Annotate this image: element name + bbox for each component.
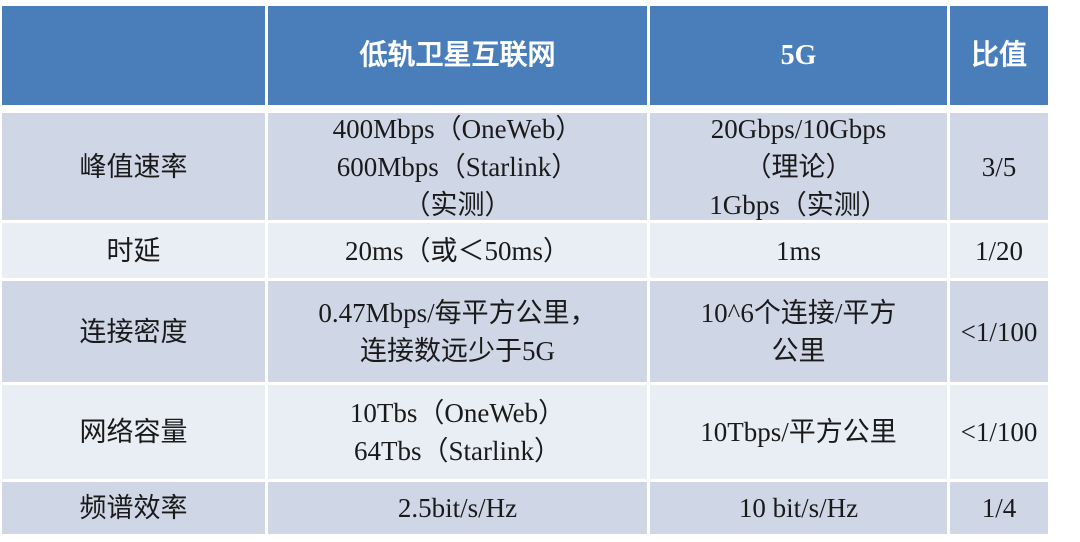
row-spectral-efficiency-metric: 频谱效率 (2, 482, 265, 534)
row-connection-density-5g: 10^6个连接/平方 公里 (650, 281, 947, 382)
row-spectral-efficiency-leo: 2.5bit/s/Hz (268, 482, 647, 534)
row-latency-leo: 20ms（或＜50ms） (268, 223, 647, 278)
header-cell-leo: 低轨卫星互联网 (268, 6, 647, 105)
row-peak-rate-5g: 20Gbps/10Gbps （理论） 1Gbps（实测） (650, 113, 947, 220)
row-spectral-efficiency-5g: 10 bit/s/Hz (650, 482, 947, 534)
header-cell-ratio: 比值 (950, 6, 1048, 105)
row-connection-density-ratio: <1/100 (950, 281, 1048, 382)
row-spectral-efficiency-ratio: 1/4 (950, 482, 1048, 534)
row-network-capacity-metric: 网络容量 (2, 385, 265, 479)
header-cell-empty (2, 6, 265, 105)
row-latency-metric: 时延 (2, 223, 265, 278)
row-network-capacity-5g: 10Tbps/平方公里 (650, 385, 947, 479)
row-network-capacity-leo: 10Tbs（OneWeb） 64Tbs（Starlink） (268, 385, 647, 479)
row-peak-rate-ratio: 3/5 (950, 113, 1048, 220)
row-peak-rate-metric: 峰值速率 (2, 113, 265, 220)
row-connection-density-metric: 连接密度 (2, 281, 265, 382)
header-cell-5g: 5G (650, 6, 947, 105)
row-peak-rate-leo: 400Mbps（OneWeb） 600Mbps（Starlink） （实测） (268, 113, 647, 220)
row-latency-5g: 1ms (650, 223, 947, 278)
comparison-table: 低轨卫星互联网 5G 比值 峰值速率 400Mbps（OneWeb） 600Mb… (2, 6, 1048, 534)
row-connection-density-leo: 0.47Mbps/每平方公里， 连接数远少于5G (268, 281, 647, 382)
row-latency-ratio: 1/20 (950, 223, 1048, 278)
row-network-capacity-ratio: <1/100 (950, 385, 1048, 479)
